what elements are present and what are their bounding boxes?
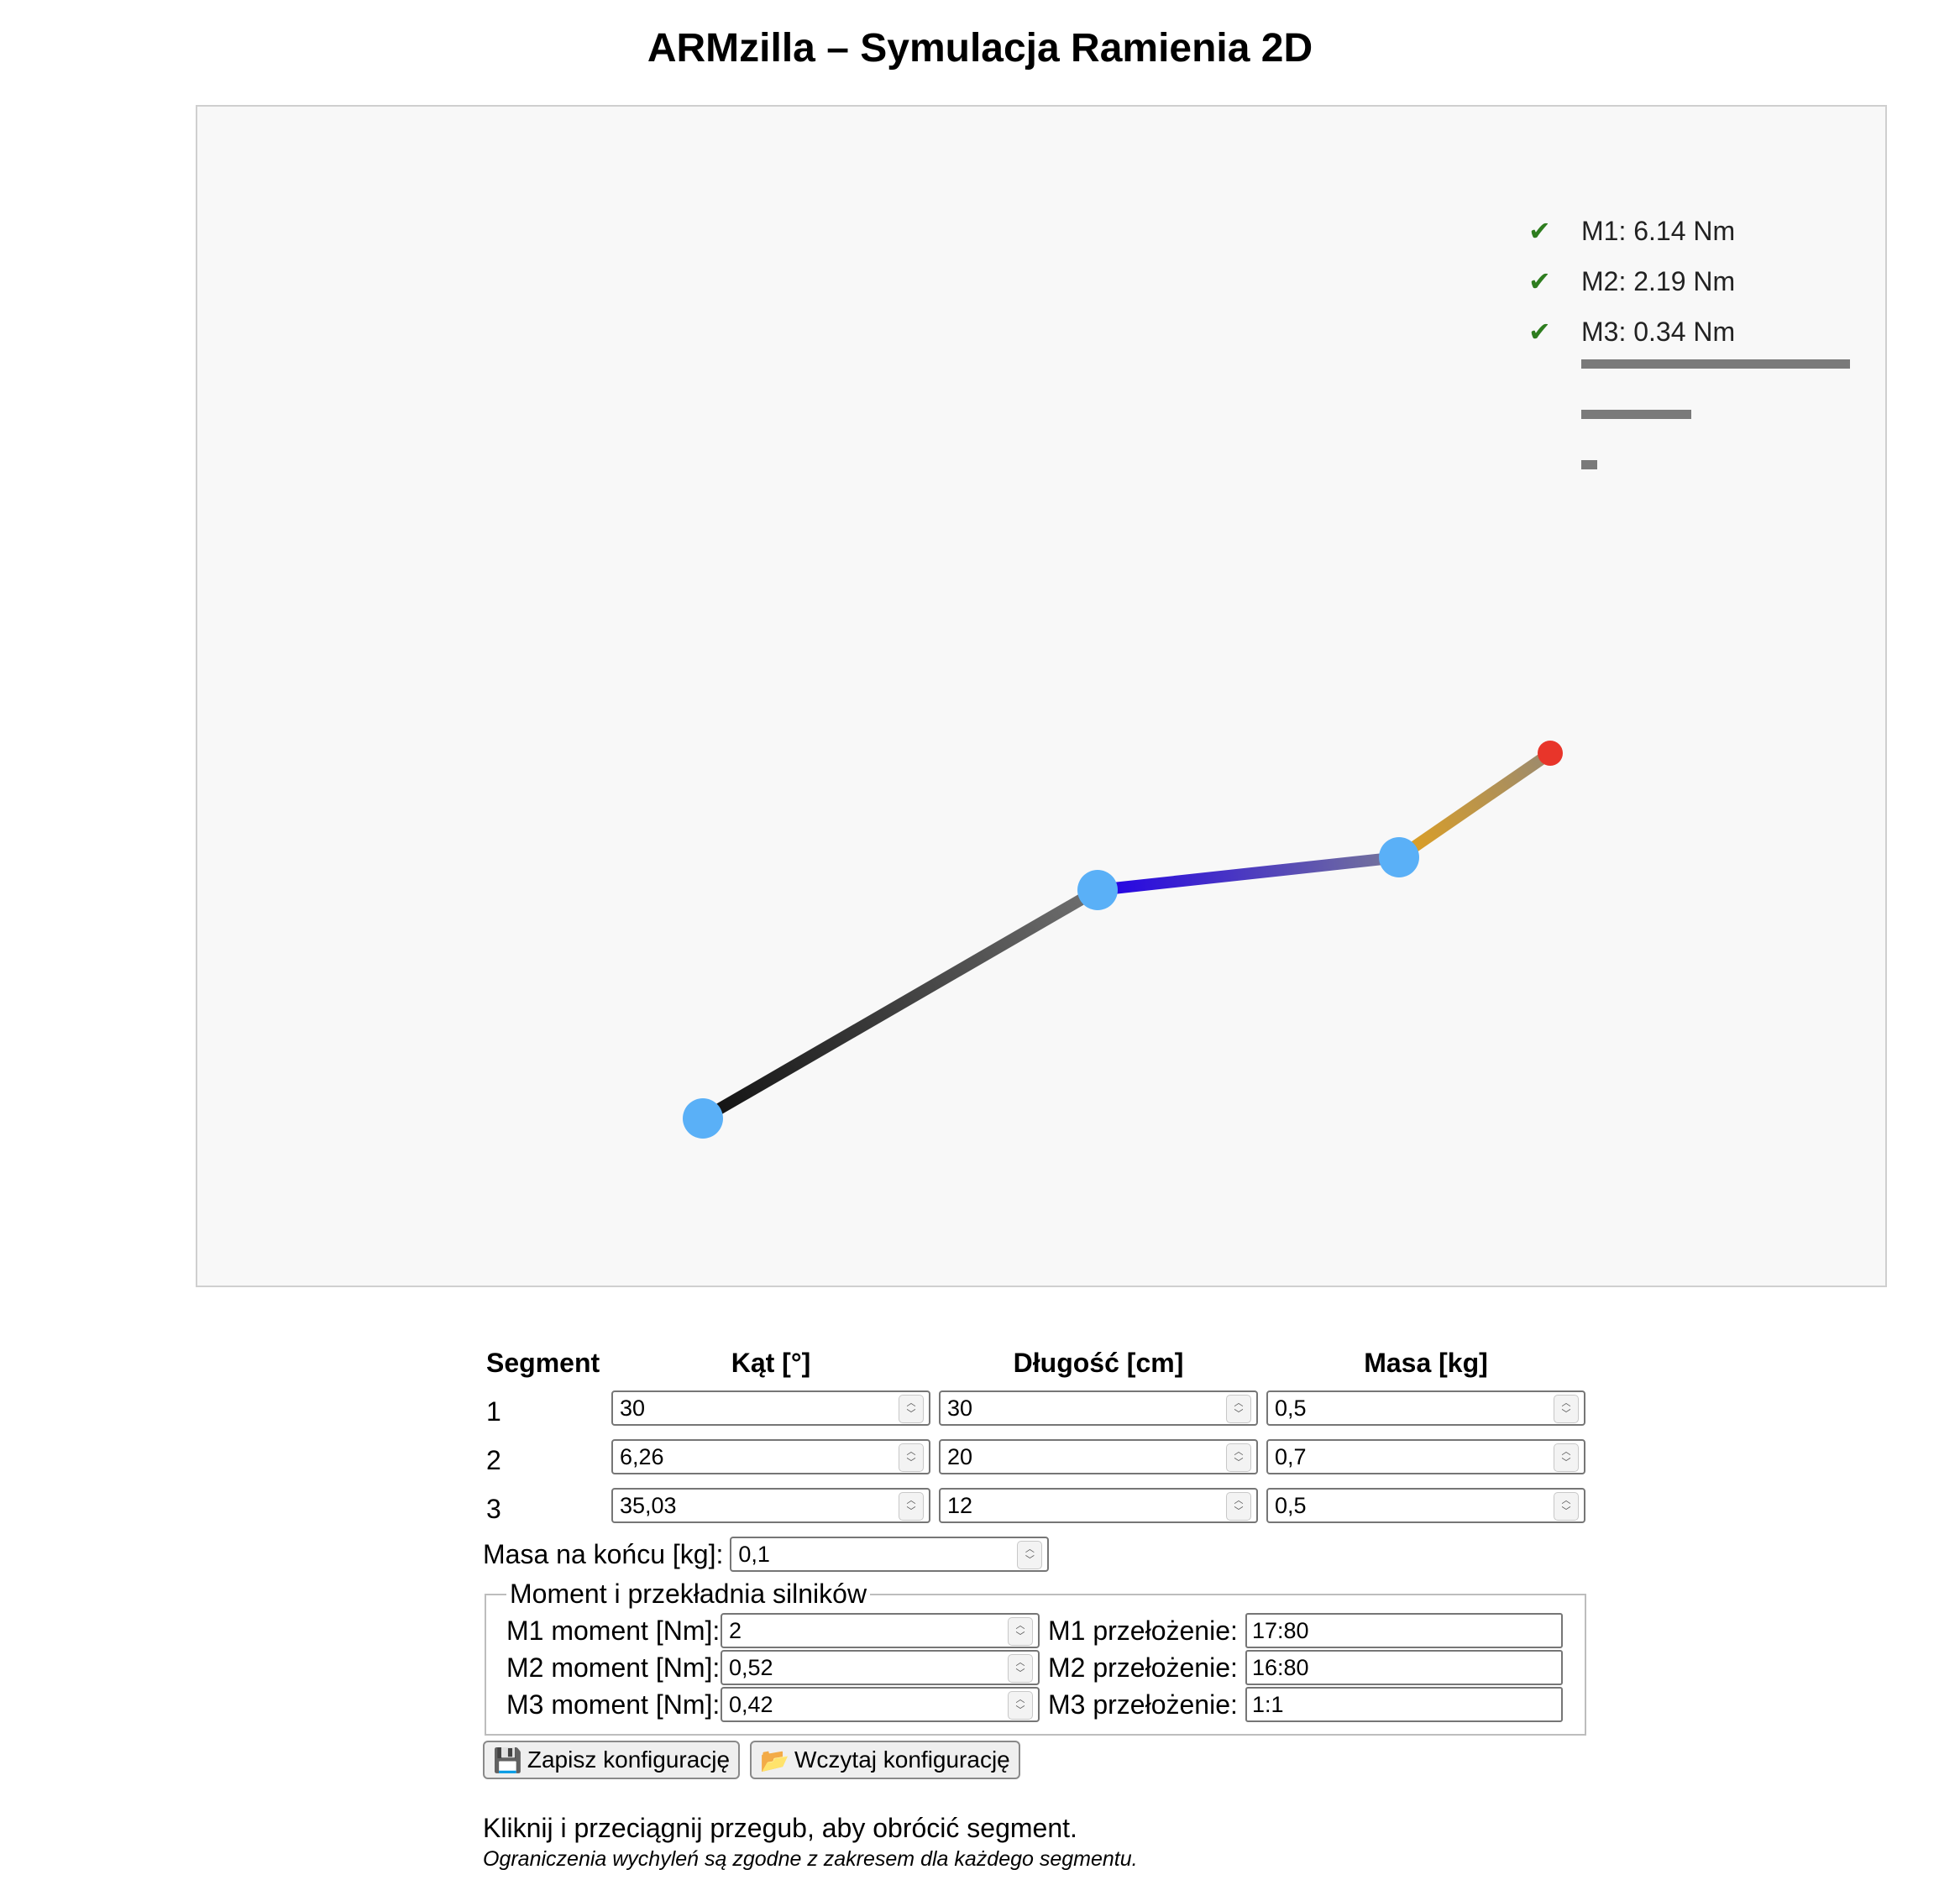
joint-2[interactable] (1077, 870, 1118, 910)
length-input-1[interactable]: 30 ︿ ﹀ (939, 1390, 1258, 1426)
m1-gear-label: M1 przełożenie: (1048, 1615, 1238, 1646)
segment-number: 3 (486, 1493, 501, 1524)
torque-legend: ✔ M1: 6.14 Nm ✔ M2: 2.19 Nm ✔ M3: 0.34 N… (1528, 215, 1850, 469)
spinner-icon[interactable]: ︿ ﹀ (1008, 1691, 1033, 1720)
torque-bar-m2 (1581, 410, 1691, 419)
header-angle: Kąt [°] (731, 1347, 811, 1378)
length-input-3[interactable]: 12 ︿ ﹀ (939, 1488, 1258, 1523)
load-config-button[interactable]: 📂 Wczytaj konfigurację (750, 1741, 1020, 1779)
m1-gear-input[interactable]: 17:80 (1245, 1613, 1563, 1648)
motors-legend: Moment i przekładnia silników (510, 1579, 867, 1609)
button-row: 💾 Zapisz konfigurację 📂 Wczytaj konfigur… (483, 1741, 1608, 1779)
spinner-icon[interactable]: ︿ ﹀ (1226, 1395, 1251, 1423)
spinner-icon[interactable]: ︿ ﹀ (1554, 1443, 1579, 1472)
m2-gear-label: M2 przełożenie: (1048, 1652, 1238, 1683)
save-config-label: Zapisz konfigurację (527, 1747, 731, 1773)
check-icon: ✔ (1528, 316, 1551, 348)
legend-m3-label: M3: 0.34 Nm (1581, 317, 1735, 347)
segments-table: Segment Kąt [°] Długość [cm] Masa [kg] 1… (483, 1343, 1590, 1533)
spinner-icon[interactable]: ︿ ﹀ (899, 1443, 924, 1472)
m2-gear-input[interactable]: 16:80 (1245, 1650, 1563, 1685)
header-segment: Segment (486, 1347, 600, 1378)
end-mass-input[interactable]: 0,1 ︿ ﹀ (730, 1537, 1050, 1572)
spinner-icon[interactable]: ︿ ﹀ (1554, 1395, 1579, 1423)
motors-fieldset: Moment i przekładnia silników M1 moment … (485, 1579, 1586, 1736)
header-length: Długość [cm] (1013, 1347, 1184, 1378)
load-config-label: Wczytaj konfigurację (794, 1747, 1010, 1773)
end-mass-row: Masa na końcu [kg]: 0,1 ︿ ﹀ (483, 1537, 1608, 1572)
spinner-icon[interactable]: ︿ ﹀ (1008, 1654, 1033, 1683)
m3-moment-label: M3 moment [Nm]: (506, 1689, 721, 1720)
legend-m1-label: M1: 6.14 Nm (1581, 216, 1735, 246)
table-row: 2 6,26 ︿ ﹀ 20 ︿ ﹀ 0,7 ︿ ﹀ (483, 1436, 1590, 1485)
m3-gear-input[interactable]: 1:1 (1245, 1687, 1563, 1722)
segment-number: 1 (486, 1396, 501, 1427)
m1-moment-input[interactable]: 2 ︿ ﹀ (721, 1613, 1040, 1648)
arm-segment-3 (1393, 747, 1556, 863)
torque-bar-m1 (1581, 359, 1850, 369)
segment-number: 2 (486, 1444, 501, 1475)
mass-input-1[interactable]: 0,5 ︿ ﹀ (1266, 1390, 1585, 1426)
check-icon: ✔ (1528, 215, 1551, 247)
drag-hint: Kliknij i przeciągnij przegub, aby obróc… (483, 1813, 1077, 1843)
m1-moment-label: M1 moment [Nm]: (506, 1615, 721, 1646)
angle-input-1[interactable]: 30 ︿ ﹀ (611, 1390, 930, 1426)
spinner-icon[interactable]: ︿ ﹀ (1226, 1443, 1251, 1472)
mass-input-2[interactable]: 0,7 ︿ ﹀ (1266, 1439, 1585, 1474)
legend-m2-label: M2: 2.19 Nm (1581, 266, 1735, 296)
length-input-2[interactable]: 20 ︿ ﹀ (939, 1439, 1258, 1474)
joint-3[interactable] (1379, 837, 1419, 877)
spinner-icon[interactable]: ︿ ﹀ (1017, 1541, 1043, 1569)
table-row: 3 35,03 ︿ ﹀ 12 ︿ ﹀ 0,5 ︿ ﹀ (483, 1485, 1590, 1533)
m2-moment-input[interactable]: 0,52 ︿ ﹀ (721, 1650, 1040, 1685)
spinner-icon[interactable]: ︿ ﹀ (1554, 1492, 1579, 1521)
m2-moment-label: M2 moment [Nm]: (506, 1652, 721, 1683)
page-title: ARMzilla – Symulacja Ramienia 2D (647, 26, 1313, 71)
joint-base[interactable] (683, 1098, 723, 1139)
spinner-icon[interactable]: ︿ ﹀ (1008, 1617, 1033, 1646)
controls-panel: Segment Kąt [°] Długość [cm] Masa [kg] 1… (483, 1343, 1608, 1872)
header-mass: Masa [kg] (1364, 1347, 1488, 1378)
angle-input-2[interactable]: 6,26 ︿ ﹀ (611, 1439, 930, 1474)
limits-note: Ograniczenia wychyleń są zgodne z zakres… (483, 1847, 1138, 1871)
arm-segment-2 (1092, 851, 1405, 896)
table-row: 1 30 ︿ ﹀ 30 ︿ ﹀ 0,5 ︿ ﹀ (483, 1387, 1590, 1436)
end-mass-label: Masa na końcu [kg]: (483, 1538, 724, 1569)
spinner-icon[interactable]: ︿ ﹀ (899, 1395, 924, 1423)
mass-input-3[interactable]: 0,5 ︿ ﹀ (1266, 1488, 1585, 1523)
angle-input-3[interactable]: 35,03 ︿ ﹀ (611, 1488, 930, 1523)
spinner-icon[interactable]: ︿ ﹀ (899, 1492, 924, 1521)
arm-canvas[interactable]: ✔ M1: 6.14 Nm ✔ M2: 2.19 Nm ✔ M3: 0.34 N… (196, 105, 1887, 1287)
m3-moment-input[interactable]: 0,42 ︿ ﹀ (721, 1687, 1040, 1722)
save-config-button[interactable]: 💾 Zapisz konfigurację (483, 1741, 741, 1779)
spinner-icon[interactable]: ︿ ﹀ (1226, 1492, 1251, 1521)
floppy-disk-icon: 💾 (493, 1747, 522, 1773)
m3-gear-label: M3 przełożenie: (1048, 1689, 1238, 1720)
end-effector (1538, 741, 1563, 766)
folder-icon: 📂 (760, 1747, 789, 1773)
torque-bar-m3 (1581, 460, 1597, 469)
arm-segment-1 (697, 884, 1103, 1124)
check-icon: ✔ (1528, 265, 1551, 297)
